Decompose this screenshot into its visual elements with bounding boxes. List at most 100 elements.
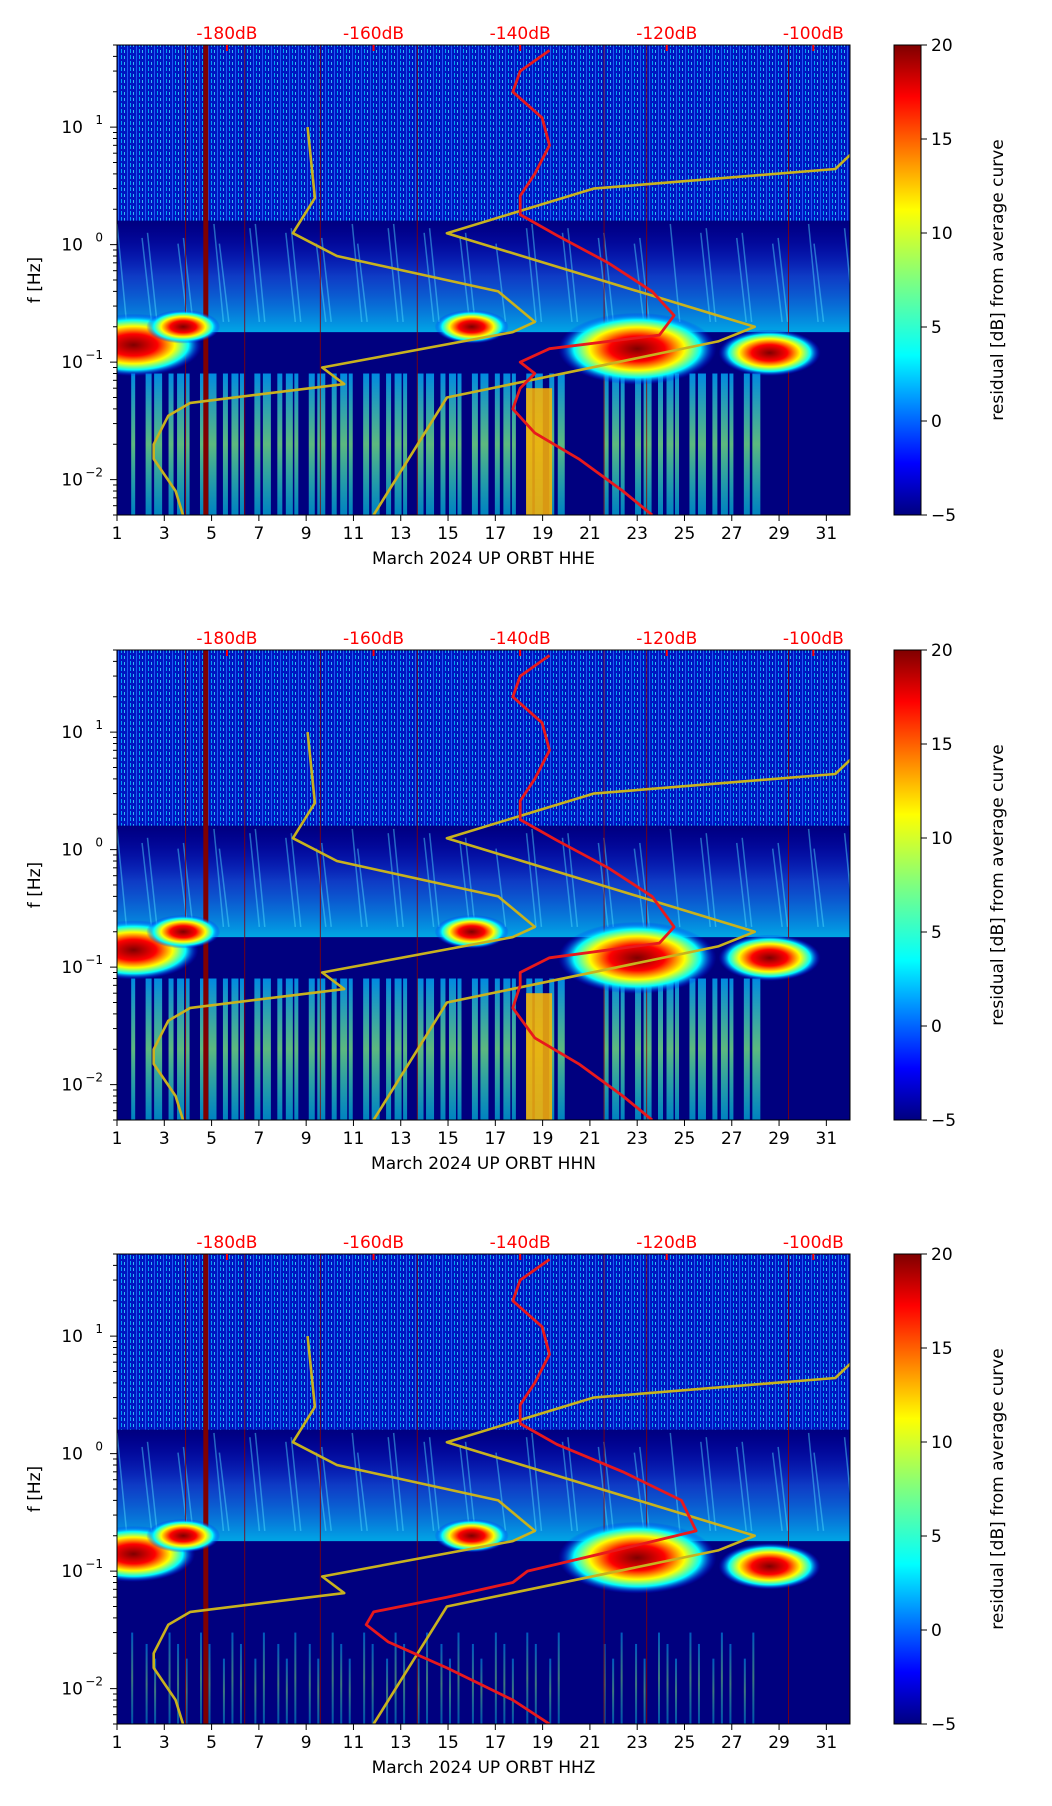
colorbar-tick-label: 5: [931, 1527, 942, 1547]
long-period-band: [340, 373, 348, 515]
haze-streak: [249, 833, 261, 927]
haze-streak: [669, 1432, 681, 1531]
long-period-band: [494, 373, 500, 515]
colorbar-tick-label: 15: [931, 1339, 953, 1359]
haze-streak: [735, 237, 747, 322]
nhnm-curve: [372, 153, 850, 515]
haze-streak: [321, 842, 332, 927]
haze-streak: [807, 1432, 819, 1531]
long-period-band: [317, 978, 326, 1120]
x-tick-label: 9: [301, 524, 312, 544]
x-tick-label: 7: [253, 1733, 264, 1753]
db-axis-label: -160dB: [343, 24, 404, 44]
long-period-band: [494, 1632, 497, 1724]
nlnm-curve: [152, 126, 537, 515]
db-axis-label: -160dB: [343, 629, 404, 649]
haze-streak: [141, 1446, 153, 1531]
haze-streak: [464, 1441, 476, 1531]
haze-streak: [182, 1446, 194, 1531]
haze-streak: [495, 848, 507, 927]
long-period-band: [658, 978, 664, 1120]
long-period-band: [752, 373, 761, 515]
long-period-band: [417, 373, 424, 515]
long-period-band: [208, 373, 217, 515]
nlnm-curve: [152, 731, 537, 1120]
haze-streak: [531, 1432, 543, 1531]
haze-streak: [117, 828, 128, 927]
long-period-band: [231, 1632, 234, 1724]
haze-streak: [351, 828, 363, 927]
x-tick-label: 17: [485, 1129, 507, 1149]
spectrogram-field: [117, 650, 850, 1120]
long-period-band: [689, 978, 696, 1120]
haze-streak: [669, 223, 681, 322]
long-period-band: [308, 373, 315, 515]
haze-streak: [285, 837, 297, 927]
long-period-band: [635, 978, 642, 1120]
residual-hotspot: [146, 914, 221, 949]
long-period-band: [511, 1658, 514, 1724]
long-period-band: [720, 373, 728, 515]
haze-streak: [387, 1437, 399, 1531]
x-tick-label: 19: [532, 524, 554, 544]
haze-streak: [117, 223, 128, 322]
haze-streak: [843, 228, 850, 290]
haze-streak: [633, 1452, 645, 1531]
haze-streak: [146, 232, 158, 322]
haze-streak: [315, 848, 327, 927]
long-period-band: [208, 1643, 211, 1724]
long-period-band: [308, 1643, 311, 1724]
long-period-band: [643, 1658, 646, 1724]
haze-streak: [567, 228, 579, 322]
x-tick-label: 9: [301, 1129, 312, 1149]
x-tick-label: 7: [253, 524, 264, 544]
long-period-band: [394, 1632, 397, 1724]
long-period-band: [752, 1632, 755, 1724]
average-psd-curve: [511, 654, 676, 1120]
colorbar-tick-label: 20: [931, 36, 953, 56]
long-period-band: [643, 978, 652, 1120]
x-axis-label: March 2024 UP ORBT HHE: [372, 549, 595, 569]
haze-streak: [182, 237, 194, 322]
haze-streak: [567, 833, 579, 927]
haze-streak: [495, 243, 507, 322]
haze-streak: [356, 1452, 368, 1531]
data-gap-band: [203, 650, 209, 1120]
haze-streak: [561, 232, 573, 322]
haze-streak: [771, 1452, 783, 1531]
y-tick-exponent: −1: [85, 1557, 103, 1571]
long-period-band: [331, 978, 337, 1120]
long-period-band: [666, 978, 674, 1120]
haze-streak: [213, 1432, 225, 1531]
long-period-band: [145, 978, 152, 1120]
colorbar-tick-label: 10: [931, 829, 953, 849]
long-period-band: [440, 373, 446, 515]
long-period-band: [277, 373, 283, 515]
x-tick-label: 21: [579, 1129, 601, 1149]
colorbar-tick-label: −5: [931, 1111, 956, 1131]
haze-streak: [735, 842, 747, 927]
haze-streak: [387, 228, 399, 322]
long-period-band: [386, 373, 392, 515]
long-period-band: [331, 373, 337, 515]
long-period-band: [168, 1632, 171, 1724]
long-period-band: [177, 1643, 180, 1724]
db-axis-label: -180dB: [196, 1233, 257, 1253]
haze-streak: [771, 243, 783, 322]
long-period-band: [689, 373, 696, 515]
hot-band: [526, 993, 553, 1120]
x-tick-label: 29: [768, 524, 790, 544]
long-period-band: [612, 373, 620, 515]
haze-streak: [321, 237, 332, 322]
long-period-band: [480, 373, 489, 515]
long-period-band: [239, 373, 244, 515]
long-period-band: [239, 1643, 242, 1724]
colorbar-gradient: [893, 1253, 922, 1725]
haze-streak: [387, 833, 399, 927]
long-period-band: [199, 373, 206, 515]
x-tick-label: 27: [721, 1733, 743, 1753]
long-period-band: [177, 978, 185, 1120]
long-period-band: [277, 978, 283, 1120]
long-period-band: [503, 1643, 506, 1724]
haze-streak: [700, 232, 712, 322]
